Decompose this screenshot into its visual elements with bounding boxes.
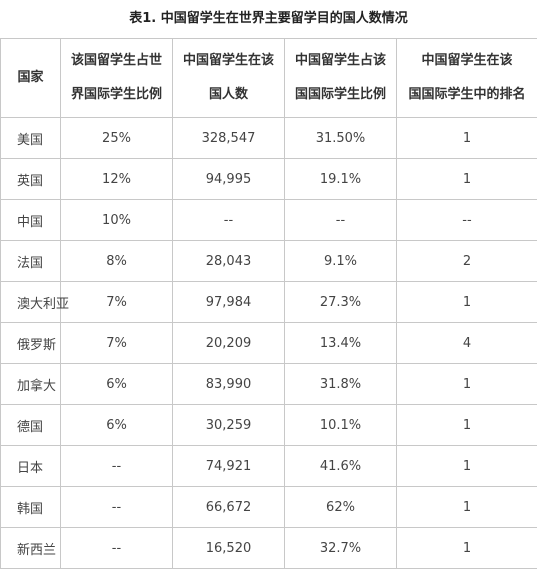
table-row: 澳大利亚 7% 97,984 27.3% 1: [0, 281, 537, 323]
cell-country: 中国: [0, 199, 61, 241]
cell-chinese-rank: 4: [396, 322, 537, 364]
cell-chinese-rank: --: [396, 199, 537, 241]
cell-chinese-rank: 1: [396, 404, 537, 446]
cell-world-share: --: [60, 527, 173, 569]
header-world-share: 该国留学生占世 界国际学生比例: [60, 38, 173, 118]
cell-chinese-share: 32.7%: [284, 527, 397, 569]
cell-country: 美国: [0, 117, 61, 159]
header-country: 国家: [0, 38, 61, 118]
study-abroad-table: 国家 该国留学生占世 界国际学生比例 中国留学生在该 国人数 中国留学生占该 国国际学…: [0, 38, 537, 569]
cell-world-share: 8%: [60, 240, 173, 282]
cell-chinese-share: --: [284, 199, 397, 241]
cell-country: 日本: [0, 445, 61, 487]
header-chinese-share: 中国留学生占该 国国际学生比例: [284, 38, 397, 118]
cell-country: 法国: [0, 240, 61, 282]
cell-chinese-rank: 1: [396, 158, 537, 200]
cell-country: 俄罗斯: [0, 322, 61, 364]
table-row: 中国 10% -- -- --: [0, 199, 537, 241]
cell-country: 新西兰: [0, 527, 61, 569]
cell-chinese-count: 83,990: [172, 363, 285, 405]
cell-world-share: 6%: [60, 404, 173, 446]
cell-chinese-count: 16,520: [172, 527, 285, 569]
table-row: 加拿大 6% 83,990 31.8% 1: [0, 363, 537, 405]
table-row: 美国 25% 328,547 31.50% 1: [0, 117, 537, 159]
cell-chinese-count: 30,259: [172, 404, 285, 446]
table-row: 俄罗斯 7% 20,209 13.4% 4: [0, 322, 537, 364]
cell-country: 德国: [0, 404, 61, 446]
header-chinese-rank: 中国留学生在该 国国际学生中的排名: [396, 38, 537, 118]
cell-world-share: 7%: [60, 322, 173, 364]
table-row: 德国 6% 30,259 10.1% 1: [0, 404, 537, 446]
cell-chinese-count: 94,995: [172, 158, 285, 200]
cell-chinese-share: 31.8%: [284, 363, 397, 405]
cell-chinese-share: 27.3%: [284, 281, 397, 323]
cell-chinese-share: 10.1%: [284, 404, 397, 446]
cell-chinese-share: 13.4%: [284, 322, 397, 364]
cell-chinese-rank: 2: [396, 240, 537, 282]
cell-chinese-rank: 1: [396, 281, 537, 323]
cell-chinese-rank: 1: [396, 445, 537, 487]
cell-chinese-rank: 1: [396, 363, 537, 405]
cell-chinese-share: 41.6%: [284, 445, 397, 487]
cell-chinese-count: 20,209: [172, 322, 285, 364]
cell-world-share: 7%: [60, 281, 173, 323]
cell-chinese-share: 19.1%: [284, 158, 397, 200]
cell-chinese-share: 31.50%: [284, 117, 397, 159]
table-row: 韩国 -- 66,672 62% 1: [0, 486, 537, 528]
cell-country: 韩国: [0, 486, 61, 528]
cell-chinese-rank: 1: [396, 527, 537, 569]
table-row: 新西兰 -- 16,520 32.7% 1: [0, 527, 537, 569]
table-header-row: 国家 该国留学生占世 界国际学生比例 中国留学生在该 国人数 中国留学生占该 国国际学…: [0, 38, 537, 118]
table-row: 日本 -- 74,921 41.6% 1: [0, 445, 537, 487]
cell-chinese-count: 66,672: [172, 486, 285, 528]
cell-world-share: 12%: [60, 158, 173, 200]
cell-country: 英国: [0, 158, 61, 200]
cell-world-share: --: [60, 486, 173, 528]
cell-world-share: 10%: [60, 199, 173, 241]
cell-country: 澳大利亚: [0, 281, 69, 323]
cell-chinese-count: 28,043: [172, 240, 285, 282]
table-row: 英国 12% 94,995 19.1% 1: [0, 158, 537, 200]
cell-chinese-share: 9.1%: [284, 240, 397, 282]
table-row: 法国 8% 28,043 9.1% 2: [0, 240, 537, 282]
cell-chinese-share: 62%: [284, 486, 397, 528]
cell-chinese-count: 328,547: [172, 117, 285, 159]
cell-chinese-count: 97,984: [172, 281, 285, 323]
cell-chinese-rank: 1: [396, 486, 537, 528]
cell-chinese-rank: 1: [396, 117, 537, 159]
header-chinese-count: 中国留学生在该 国人数: [172, 38, 285, 118]
cell-world-share: 6%: [60, 363, 173, 405]
table-caption: 表1. 中国留学生在世界主要留学目的国人数情况: [129, 11, 408, 26]
cell-world-share: --: [60, 445, 173, 487]
cell-country: 加拿大: [0, 363, 61, 405]
cell-world-share: 25%: [60, 117, 173, 159]
cell-chinese-count: --: [172, 199, 285, 241]
cell-chinese-count: 74,921: [172, 445, 285, 487]
